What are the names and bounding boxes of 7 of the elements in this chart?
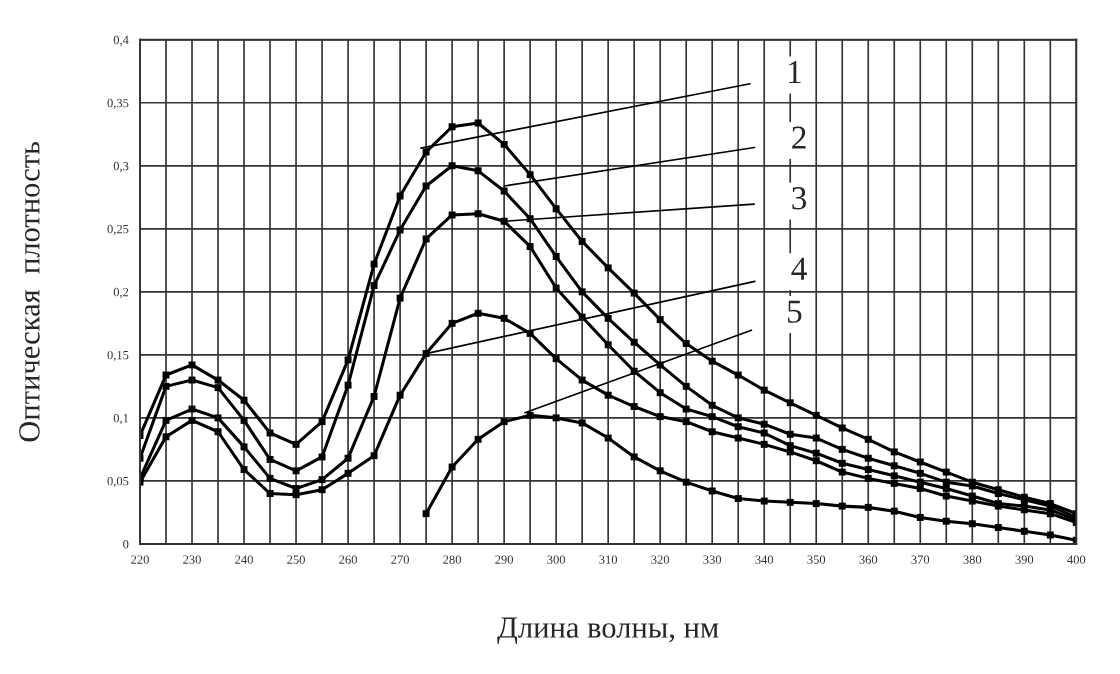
annotation: 2 — [792, 126, 806, 149]
annotation: 5 — [788, 300, 802, 323]
annotation: 1 — [788, 61, 801, 84]
x-axis-title: Длина волны, нм — [497, 617, 719, 645]
y-axis-title: Оптическая плотность — [19, 141, 40, 442]
annotation: 3 — [792, 187, 807, 210]
annotation: 4 — [791, 257, 807, 280]
